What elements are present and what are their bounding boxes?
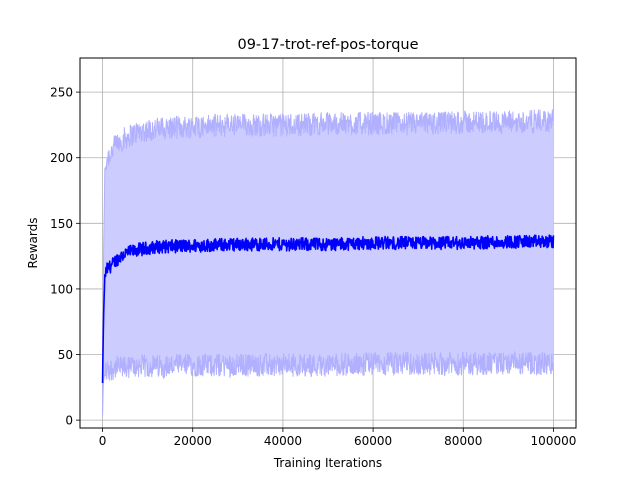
upper-bound-line xyxy=(102,109,554,415)
x-tick-label: 60000 xyxy=(354,434,392,448)
y-tick-label: 200 xyxy=(50,151,73,165)
y-tick-label: 50 xyxy=(58,348,73,362)
x-tick-label: 80000 xyxy=(444,434,482,448)
x-axis-label: Training Iterations xyxy=(273,456,382,470)
mean-reward-line xyxy=(101,234,555,383)
y-tick-label: 100 xyxy=(50,282,73,296)
y-axis-label: Rewards xyxy=(26,218,40,269)
y-tick-label: 150 xyxy=(50,217,73,231)
y-tick-label: 0 xyxy=(65,414,73,428)
plot-content xyxy=(101,109,555,416)
y-tick-label: 250 xyxy=(50,86,73,100)
x-axis: 0 20000 40000 60000 80000 100000 xyxy=(99,428,577,448)
std-band xyxy=(102,109,554,416)
x-tick-label: 100000 xyxy=(531,434,577,448)
y-axis: 0 50 100 150 200 250 xyxy=(50,86,80,428)
x-tick-label: 20000 xyxy=(174,434,212,448)
axes-frame xyxy=(79,57,577,429)
x-tick-label: 0 xyxy=(99,434,107,448)
lower-bound-line xyxy=(102,350,554,416)
x-tick-label: 40000 xyxy=(264,434,302,448)
chart-title: 09-17-trot-ref-pos-torque xyxy=(237,37,418,53)
